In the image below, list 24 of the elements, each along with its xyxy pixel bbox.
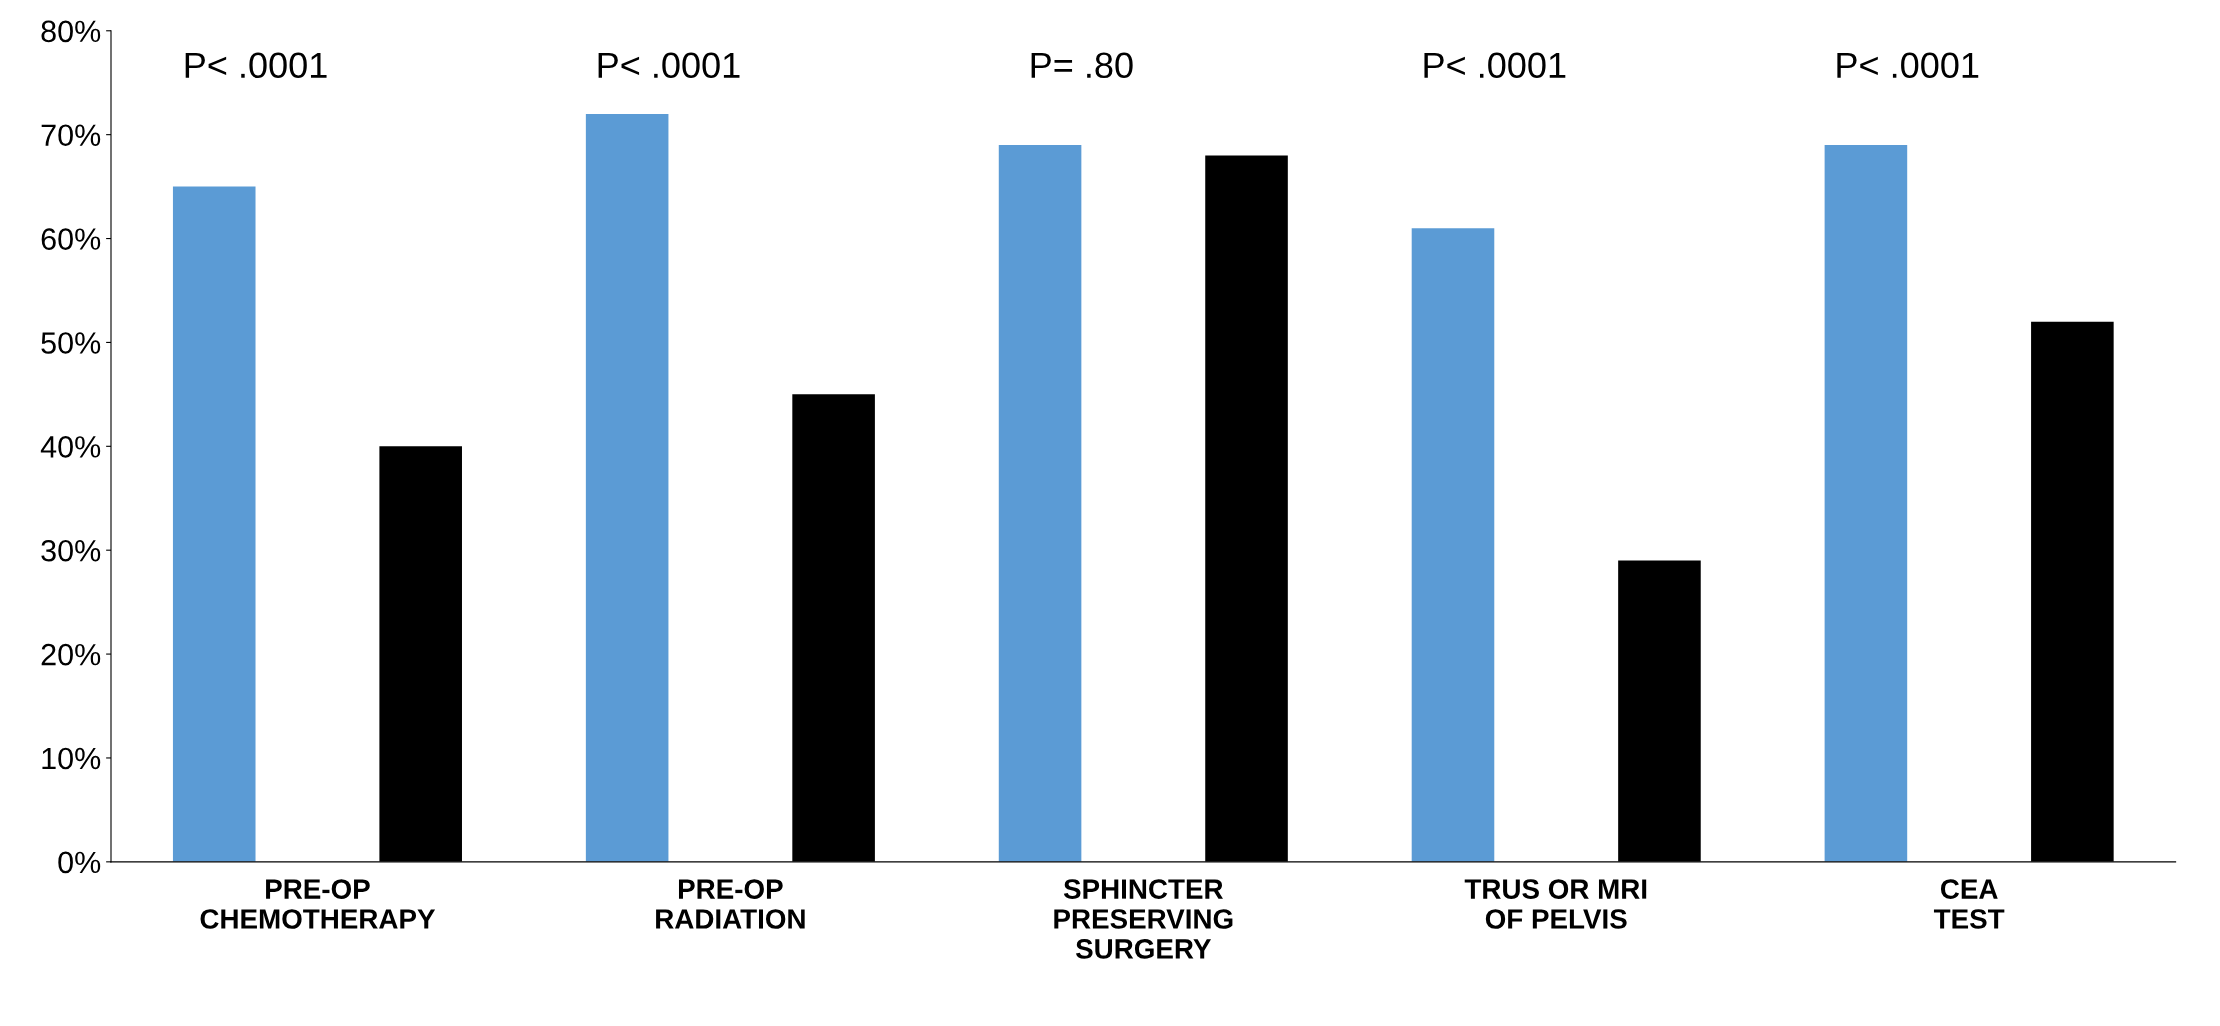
y-tick-label: 50% <box>41 332 101 354</box>
annotation: P= .80 <box>1031 52 1133 79</box>
x-tick-label: CEA TEST <box>1933 879 2005 929</box>
x-tick-label: PRE-OP RADIATION <box>656 879 805 929</box>
y-tick-label: 20% <box>41 643 101 666</box>
y-tick-label: 70% <box>41 124 101 147</box>
bar <box>172 186 256 862</box>
y-tick-label: 10% <box>42 747 101 770</box>
y-tick-label: 40% <box>40 436 101 458</box>
y-tick-label: 0% <box>58 851 101 874</box>
annotation: P< .0001 <box>1424 52 1566 79</box>
annotation: P< .0001 <box>185 52 327 79</box>
bar <box>585 113 669 862</box>
x-tick-label: TRUS OR MRI OF PELVIS <box>1464 879 1647 929</box>
annotation: P< .0001 <box>598 52 740 79</box>
y-tick-label: 80% <box>41 20 101 43</box>
annotation: P< .0001 <box>1837 52 1979 79</box>
x-tick-label: SPHINCTER PRESERVING SURGERY <box>1054 879 1233 959</box>
bar <box>1411 228 1495 862</box>
y-tick-label: 60% <box>41 228 101 250</box>
bar <box>998 145 1082 862</box>
y-tick-label: 30% <box>41 539 101 562</box>
x-tick-label: PRE-OP CHEMOTHERAPY <box>200 879 436 929</box>
bar <box>1824 145 1908 862</box>
